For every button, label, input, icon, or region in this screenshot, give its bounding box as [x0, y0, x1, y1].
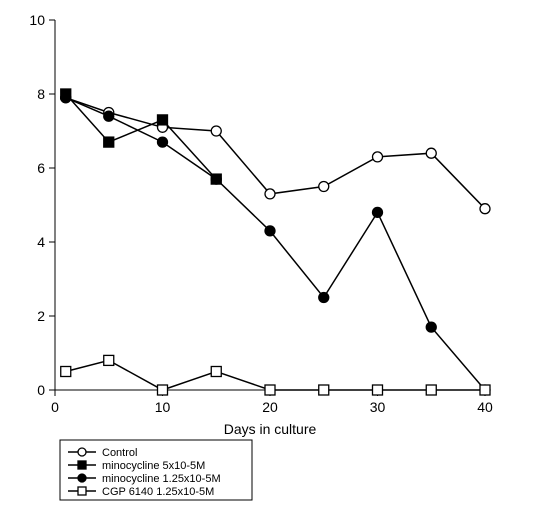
chart-container: 0246810010203040Days in cultureControlmi… [0, 0, 540, 528]
x-tick-label: 10 [155, 399, 171, 415]
x-tick-label: 30 [370, 399, 386, 415]
chart-svg: 0246810010203040Days in cultureControlmi… [0, 0, 540, 528]
y-tick-label: 4 [37, 234, 45, 250]
x-tick-label: 40 [477, 399, 493, 415]
series-line [66, 98, 485, 209]
series-line [66, 98, 485, 390]
series-mino-1.25e-5 [61, 93, 490, 395]
legend-label: Control [102, 447, 137, 459]
y-tick-label: 2 [37, 308, 45, 324]
x-tick-label: 0 [51, 399, 59, 415]
legend-label: CGP 6140 1.25x10-5M [102, 486, 214, 498]
x-axis-title: Days in culture [224, 421, 317, 437]
y-tick-label: 0 [37, 382, 45, 398]
legend-label: minocycline 5x10-5M [102, 460, 205, 472]
series-cgp6140 [61, 355, 490, 395]
y-tick-label: 8 [37, 86, 45, 102]
series-control [61, 93, 490, 214]
legend: Controlminocycline 5x10-5Mminocycline 1.… [60, 440, 252, 500]
legend-label: minocycline 1.25x10-5M [102, 473, 221, 485]
x-tick-label: 20 [262, 399, 278, 415]
y-tick-label: 6 [37, 160, 45, 176]
series-mino-5e-5 [61, 89, 222, 184]
y-tick-label: 10 [29, 12, 45, 28]
